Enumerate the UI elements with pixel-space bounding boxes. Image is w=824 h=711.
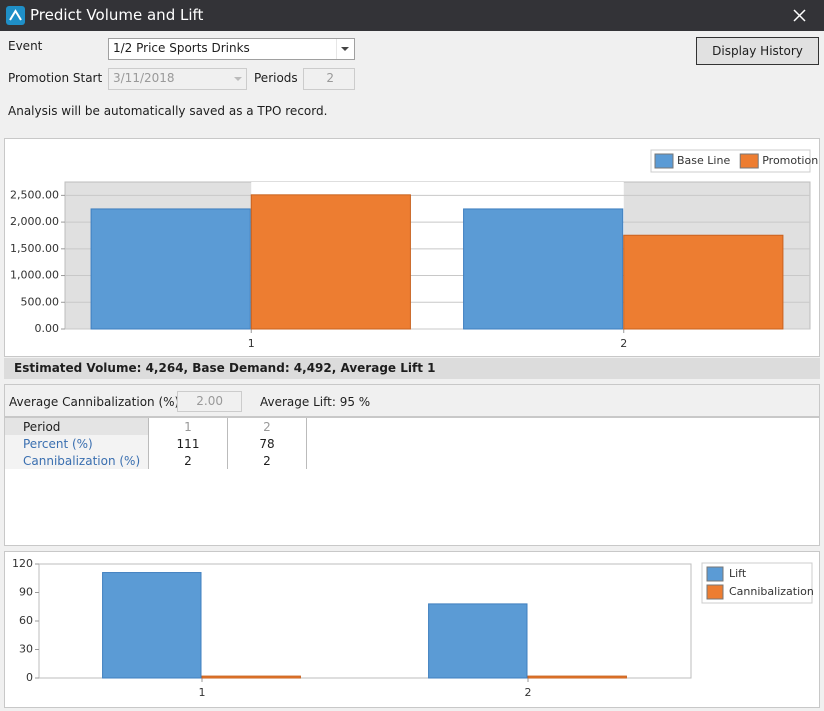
- event-combo[interactable]: 1/2 Price Sports Drinks: [108, 38, 355, 60]
- periods-spin[interactable]: 2: [303, 68, 355, 90]
- event-label: Event: [8, 39, 43, 53]
- cannibalization-spin[interactable]: 2.00: [177, 391, 242, 412]
- legend-swatch: [706, 566, 724, 582]
- bar: [201, 675, 301, 679]
- legend-swatch: [739, 153, 759, 169]
- y-tick-label: 1,000.00: [10, 269, 59, 282]
- y-tick-label: 500.00: [21, 295, 60, 308]
- lift-chart: 0 30 60 90 120 1 2 Lift Cannibalization: [12, 557, 814, 699]
- table-cell: 1: [148, 418, 228, 435]
- y-tick-label: 0.00: [35, 322, 60, 335]
- window-title: Predict Volume and Lift: [30, 6, 204, 24]
- legend-swatch: [706, 584, 724, 600]
- chart-panel: 0.00 500.00 1,000.00 1,500.00 2,000.00 2,500.…: [4, 138, 820, 357]
- bar: [623, 234, 784, 330]
- table-cell: 2: [148, 452, 228, 469]
- bar: [90, 208, 251, 330]
- note: Analysis will be automatically saved as …: [8, 104, 328, 118]
- y-tick-label: 60: [19, 614, 33, 627]
- table-cell: 2: [227, 452, 307, 469]
- bar: [527, 675, 627, 679]
- bar: [463, 208, 624, 330]
- title-bar: Predict Volume and Lift: [0, 0, 824, 31]
- table-cell: 78: [227, 435, 307, 452]
- legend-label: Base Line: [677, 154, 730, 167]
- table-row: Percent (%) 111 78: [5, 435, 307, 452]
- period-table: Period 1 2 Percent (%) 111 78 Cannibalization …: [5, 418, 307, 469]
- volume-chart: 0.00 500.00 1,000.00 1,500.00 2,000.00 2,500.…: [10, 149, 818, 350]
- dropdown-arrow: [234, 77, 242, 81]
- periods-label: Periods: [254, 71, 298, 85]
- y-tick-label: 120: [12, 557, 33, 570]
- x-tick-label: 2: [525, 686, 532, 699]
- x-tick-label: 1: [248, 337, 255, 350]
- table-cell: Percent (%): [5, 435, 149, 452]
- x-tick-label: 1: [199, 686, 206, 699]
- table-cell: 111: [148, 435, 228, 452]
- app-icon: [6, 6, 25, 25]
- y-tick-label: 90: [19, 586, 33, 599]
- x-tick-label: 2: [620, 337, 627, 350]
- y-tick-label: 2,500.00: [10, 188, 59, 201]
- legend-label: Lift: [729, 567, 747, 580]
- event-value: 1/2 Price Sports Drinks: [113, 41, 250, 55]
- dropdown-arrow: [336, 39, 349, 59]
- promotion-start-label: Promotion Start: [8, 71, 103, 85]
- y-tick-label: 0: [26, 671, 33, 684]
- legend-swatch: [654, 153, 674, 169]
- bar: [250, 194, 411, 330]
- chart-panel: 0 30 60 90 120 1 2 Lift Cannibalization: [4, 551, 820, 708]
- bar: [428, 603, 528, 679]
- legend-label: Promotion: [762, 154, 818, 167]
- promotion-start-date[interactable]: 3/11/2018: [108, 68, 247, 90]
- legend-box: [650, 149, 811, 173]
- average-lift: Average Lift: 95 %: [260, 395, 371, 409]
- table-row: Period 1 2: [5, 418, 307, 435]
- close-button[interactable]: [793, 9, 806, 22]
- table-cell: Period: [5, 418, 149, 435]
- table-row: Cannibalization (%) 2 2: [5, 452, 307, 469]
- bar: [102, 572, 202, 679]
- promotion-start-value: 3/11/2018: [113, 71, 175, 85]
- display-history-button[interactable]: Display History: [696, 37, 819, 65]
- table-panel: Period 1 2 Percent (%) 111 78 Cannibalization …: [4, 417, 820, 546]
- summary: Estimated Volume: 4,264, Base Demand: 4,…: [4, 358, 820, 379]
- y-tick-label: 1,500.00: [10, 242, 59, 255]
- legend-label: Cannibalization: [729, 585, 814, 598]
- table-cell: Cannibalization (%): [5, 452, 149, 469]
- cannibalization-panel: Average Cannibalization (%) 2.00 Average…: [4, 384, 820, 417]
- table-cell: 2: [227, 418, 307, 435]
- cannibalization-label: Average Cannibalization (%): [9, 395, 180, 409]
- y-tick-label: 30: [19, 643, 33, 656]
- y-tick-label: 2,000.00: [10, 215, 59, 228]
